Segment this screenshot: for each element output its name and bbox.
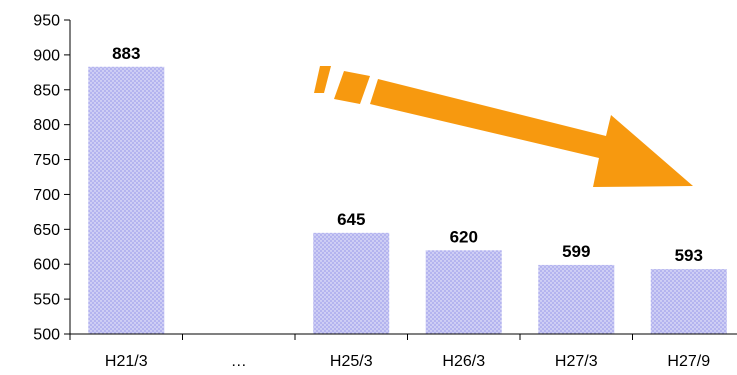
y-tick-label: 750 xyxy=(33,152,60,169)
x-tick-label: H27/9 xyxy=(667,353,710,370)
data-label: 599 xyxy=(562,242,590,261)
y-tick-label: 500 xyxy=(33,327,60,344)
trend-arrow xyxy=(314,66,693,187)
data-label: 883 xyxy=(112,44,140,63)
bar xyxy=(538,265,614,334)
y-tick-label: 800 xyxy=(33,117,60,134)
y-tick-label: 700 xyxy=(33,187,60,204)
x-tick-label: H25/3 xyxy=(330,353,373,370)
y-tick-label: 550 xyxy=(33,292,60,309)
x-tick-label: H26/3 xyxy=(442,353,485,370)
data-label: 645 xyxy=(337,210,365,229)
x-tick-label: … xyxy=(231,353,247,370)
arrow-dash-large xyxy=(334,71,370,104)
data-label: 620 xyxy=(450,227,478,246)
bar xyxy=(426,250,502,334)
y-tick-label: 650 xyxy=(33,222,60,239)
y-tick-label: 850 xyxy=(33,82,60,99)
data-label: 593 xyxy=(675,246,703,265)
y-tick-label: 600 xyxy=(33,257,60,274)
y-axis-ticks: 500 550 600 650 700 750 800 850 900 950 xyxy=(33,13,70,344)
arrow-body xyxy=(370,79,693,187)
y-tick-label: 950 xyxy=(33,13,60,30)
bar xyxy=(651,269,727,334)
y-tick-label: 900 xyxy=(33,47,60,64)
bar xyxy=(313,233,389,334)
arrow-dash-small xyxy=(314,66,331,93)
bar xyxy=(88,67,164,334)
x-tick-label: H27/3 xyxy=(555,353,598,370)
x-axis-ticks: H21/3 … H25/3 H26/3 H27/3 H27/9 xyxy=(70,334,710,370)
x-tick-label: H21/3 xyxy=(105,353,148,370)
